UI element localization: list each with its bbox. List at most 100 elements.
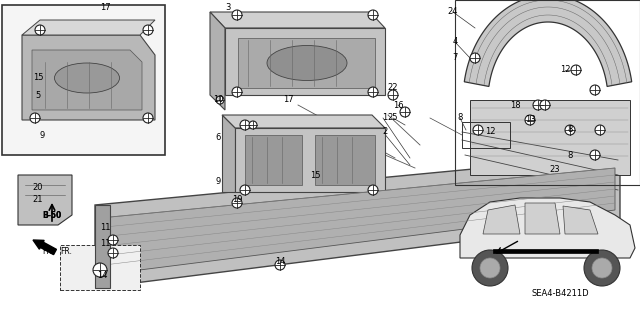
- Circle shape: [525, 115, 535, 125]
- Text: SEA4-B4211D: SEA4-B4211D: [531, 290, 589, 299]
- Circle shape: [472, 250, 508, 286]
- Text: B-50: B-50: [42, 211, 61, 219]
- Circle shape: [368, 10, 378, 20]
- Text: 4: 4: [452, 38, 458, 47]
- Circle shape: [368, 87, 378, 97]
- Circle shape: [275, 260, 285, 270]
- Polygon shape: [22, 35, 155, 120]
- Text: 13: 13: [525, 115, 535, 124]
- Text: 12: 12: [560, 65, 570, 75]
- Ellipse shape: [267, 46, 347, 80]
- Text: 8: 8: [567, 125, 573, 135]
- Circle shape: [108, 248, 118, 258]
- Circle shape: [30, 113, 40, 123]
- Circle shape: [240, 120, 250, 130]
- Circle shape: [232, 10, 242, 20]
- Polygon shape: [22, 20, 155, 35]
- Text: 17: 17: [100, 4, 110, 12]
- Text: 5: 5: [35, 91, 40, 100]
- Polygon shape: [222, 115, 385, 128]
- Polygon shape: [18, 175, 72, 225]
- Circle shape: [584, 250, 620, 286]
- Circle shape: [232, 198, 242, 208]
- Polygon shape: [470, 100, 630, 175]
- Text: 15: 15: [310, 170, 320, 180]
- Bar: [2, 5, 165, 155]
- Circle shape: [232, 87, 242, 97]
- Polygon shape: [225, 28, 385, 95]
- Circle shape: [533, 100, 543, 110]
- Polygon shape: [100, 168, 615, 275]
- Circle shape: [249, 121, 257, 129]
- Circle shape: [590, 150, 600, 160]
- Circle shape: [108, 235, 118, 245]
- Text: 6: 6: [215, 133, 221, 143]
- Circle shape: [480, 258, 500, 278]
- Text: 8: 8: [567, 151, 573, 160]
- Polygon shape: [525, 203, 560, 234]
- Text: 14: 14: [97, 271, 108, 280]
- Text: 10: 10: [212, 95, 223, 105]
- Text: FR.: FR.: [42, 248, 54, 256]
- Text: FR.: FR.: [60, 248, 72, 256]
- Text: 9: 9: [40, 130, 45, 139]
- Text: 2: 2: [382, 128, 388, 137]
- Circle shape: [473, 125, 483, 135]
- Polygon shape: [32, 50, 142, 110]
- Circle shape: [592, 258, 612, 278]
- Circle shape: [35, 25, 45, 35]
- Text: 3: 3: [225, 4, 230, 12]
- Polygon shape: [563, 206, 598, 234]
- Text: B-50: B-50: [42, 211, 61, 219]
- Polygon shape: [464, 0, 632, 86]
- Circle shape: [595, 125, 605, 135]
- Polygon shape: [222, 115, 235, 192]
- Circle shape: [143, 113, 153, 123]
- Text: 14: 14: [275, 257, 285, 266]
- Text: 8: 8: [458, 114, 463, 122]
- Polygon shape: [245, 135, 302, 185]
- Polygon shape: [210, 12, 385, 28]
- Circle shape: [540, 100, 550, 110]
- Ellipse shape: [54, 63, 120, 93]
- Polygon shape: [235, 128, 385, 192]
- Text: 11: 11: [100, 224, 110, 233]
- Text: 25: 25: [388, 114, 398, 122]
- Text: 20: 20: [33, 183, 44, 192]
- Text: 19: 19: [232, 196, 243, 204]
- Text: 18: 18: [509, 100, 520, 109]
- Circle shape: [216, 96, 224, 104]
- Text: 23: 23: [550, 166, 560, 174]
- Text: 11: 11: [100, 240, 110, 249]
- Polygon shape: [493, 249, 598, 253]
- Text: 7: 7: [452, 54, 458, 63]
- Text: 22: 22: [388, 84, 398, 93]
- Circle shape: [388, 90, 398, 100]
- Text: 9: 9: [216, 177, 221, 187]
- Text: 12: 12: [484, 128, 495, 137]
- Polygon shape: [95, 155, 620, 288]
- Bar: [462, 122, 510, 148]
- Circle shape: [240, 185, 250, 195]
- Polygon shape: [210, 12, 225, 110]
- Circle shape: [93, 263, 107, 277]
- Circle shape: [400, 107, 410, 117]
- Text: 15: 15: [33, 73, 44, 83]
- Circle shape: [470, 53, 480, 63]
- Circle shape: [565, 125, 575, 135]
- Bar: [60, 245, 140, 290]
- FancyArrow shape: [33, 240, 56, 255]
- Text: 16: 16: [393, 100, 403, 109]
- Polygon shape: [238, 38, 375, 88]
- Bar: [455, 0, 640, 185]
- Circle shape: [143, 25, 153, 35]
- Circle shape: [368, 185, 378, 195]
- Polygon shape: [315, 135, 375, 185]
- Text: 24: 24: [448, 8, 458, 17]
- Polygon shape: [460, 198, 635, 258]
- Polygon shape: [483, 205, 520, 234]
- Circle shape: [590, 85, 600, 95]
- Text: 17: 17: [283, 95, 293, 105]
- Text: 1: 1: [382, 114, 388, 122]
- Text: 21: 21: [33, 196, 44, 204]
